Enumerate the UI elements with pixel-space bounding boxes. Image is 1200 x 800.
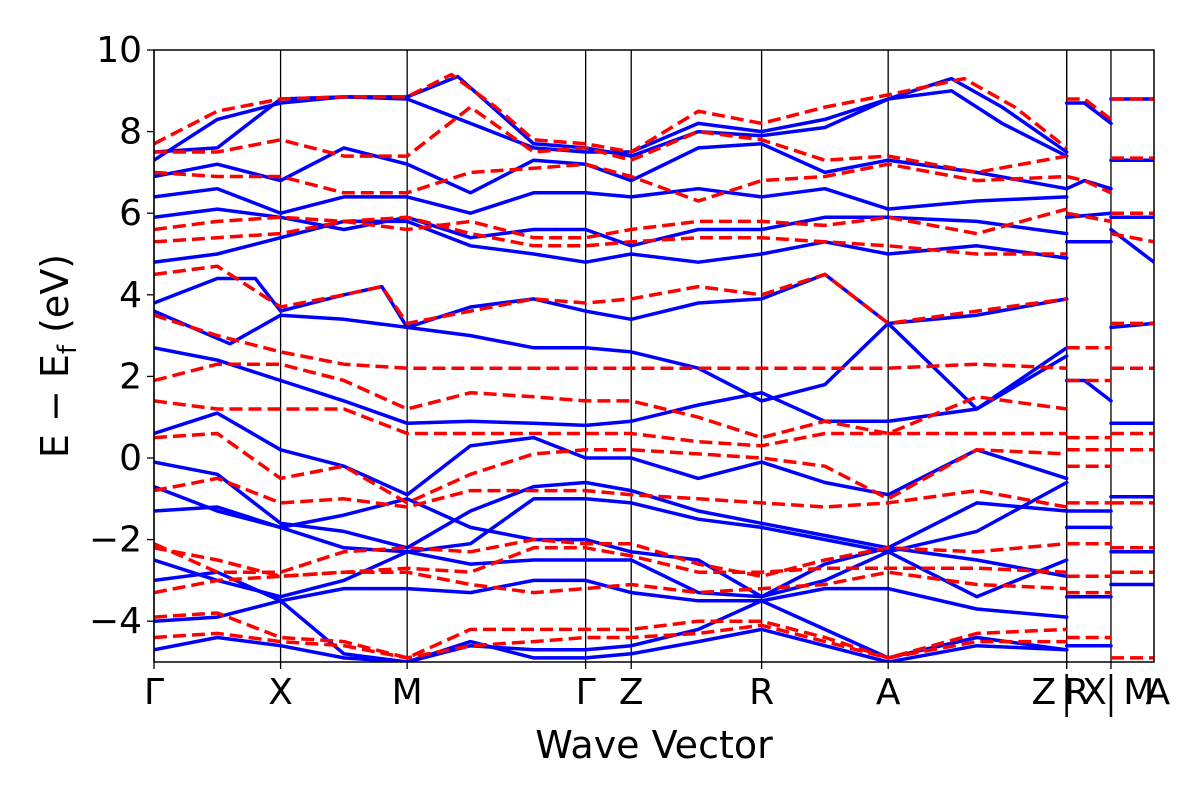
solid-band-line xyxy=(1064,101,1113,126)
dashed-band-line xyxy=(154,162,1067,203)
y-tick-label: 4 xyxy=(119,275,142,316)
solid-band-line xyxy=(154,599,1069,662)
y-tick-label: 8 xyxy=(119,112,142,153)
solid-band-line xyxy=(1064,211,1113,220)
solid-band-line xyxy=(154,272,1069,330)
x-tick-label: M xyxy=(392,672,423,713)
solid-band-line xyxy=(1064,178,1113,191)
dashed-band-line xyxy=(154,105,1068,175)
x-tick-label: X xyxy=(1082,672,1107,713)
band-lines xyxy=(154,72,1154,662)
solid-band-line xyxy=(154,207,1069,248)
y-tick-label: −4 xyxy=(89,601,142,642)
solid-band-line xyxy=(154,186,1069,215)
y-axis-label-unit: (eV) xyxy=(33,254,77,345)
dashed-band-line xyxy=(1066,211,1112,224)
y-tick-label: 6 xyxy=(119,193,142,234)
dashed-band-line xyxy=(154,611,1067,660)
solid-band-line xyxy=(154,570,1069,619)
solid-band-line xyxy=(1109,321,1154,330)
y-axis-label: E − Ef (eV) xyxy=(33,254,83,458)
solid-band-line xyxy=(154,460,1069,550)
y-axis-ticks: −4 −2 0 2 4 6 8 10 xyxy=(89,30,154,642)
dashed-band-line xyxy=(154,476,1068,509)
x-tick-label: A xyxy=(876,672,901,713)
solid-band-line xyxy=(154,627,1069,662)
solid-band-line xyxy=(154,219,1069,264)
dashed-band-line xyxy=(154,313,1067,370)
dashed-band-line xyxy=(154,570,1067,595)
solid-band-line xyxy=(154,497,1069,599)
solid-band-line xyxy=(154,411,1069,497)
dashed-band-line xyxy=(154,546,1067,579)
x-tick-label: Z xyxy=(619,672,644,713)
solid-band-line xyxy=(154,550,1069,599)
dashed-band-line xyxy=(154,264,1067,326)
y-tick-label: −2 xyxy=(89,520,142,561)
y-axis-label-subscript: f xyxy=(53,344,83,354)
dashed-band-line xyxy=(154,72,1068,154)
x-tick-label: Z xyxy=(1032,672,1057,713)
solid-band-line xyxy=(1064,378,1113,403)
x-tick-label: M xyxy=(1123,672,1154,713)
high-symmetry-lines xyxy=(153,50,1112,662)
x-tick-label: Γ xyxy=(576,672,596,713)
dashed-band-line xyxy=(154,431,1067,505)
dashed-band-line xyxy=(154,537,1067,579)
x-tick-label: X xyxy=(268,672,293,713)
x-tick-label: R xyxy=(1064,672,1089,713)
y-tick-label: 2 xyxy=(119,356,142,397)
x-tick-label: A xyxy=(1145,672,1170,713)
y-tick-label: 10 xyxy=(96,30,142,71)
solid-band-line xyxy=(154,309,1069,411)
dashed-band-line xyxy=(154,362,1067,440)
y-tick-label: 0 xyxy=(119,438,142,479)
solid-band-line xyxy=(154,346,1069,428)
y-axis-label-group: E − Ef (eV) xyxy=(33,254,83,458)
solid-band-line xyxy=(154,480,1069,554)
x-tick-label: Γ xyxy=(144,672,164,713)
x-axis-label: Wave Vector xyxy=(535,723,773,767)
x-tick-label: R xyxy=(749,672,774,713)
x-axis-ticks: Γ X M Γ Z R A Z RX MA xyxy=(144,662,1170,717)
plot-frame xyxy=(153,49,1155,663)
dashed-band-line xyxy=(1110,231,1154,244)
dashed-band-line xyxy=(1066,97,1113,121)
y-axis-label-main: E − E xyxy=(33,354,77,458)
dashed-band-line xyxy=(1066,174,1112,195)
